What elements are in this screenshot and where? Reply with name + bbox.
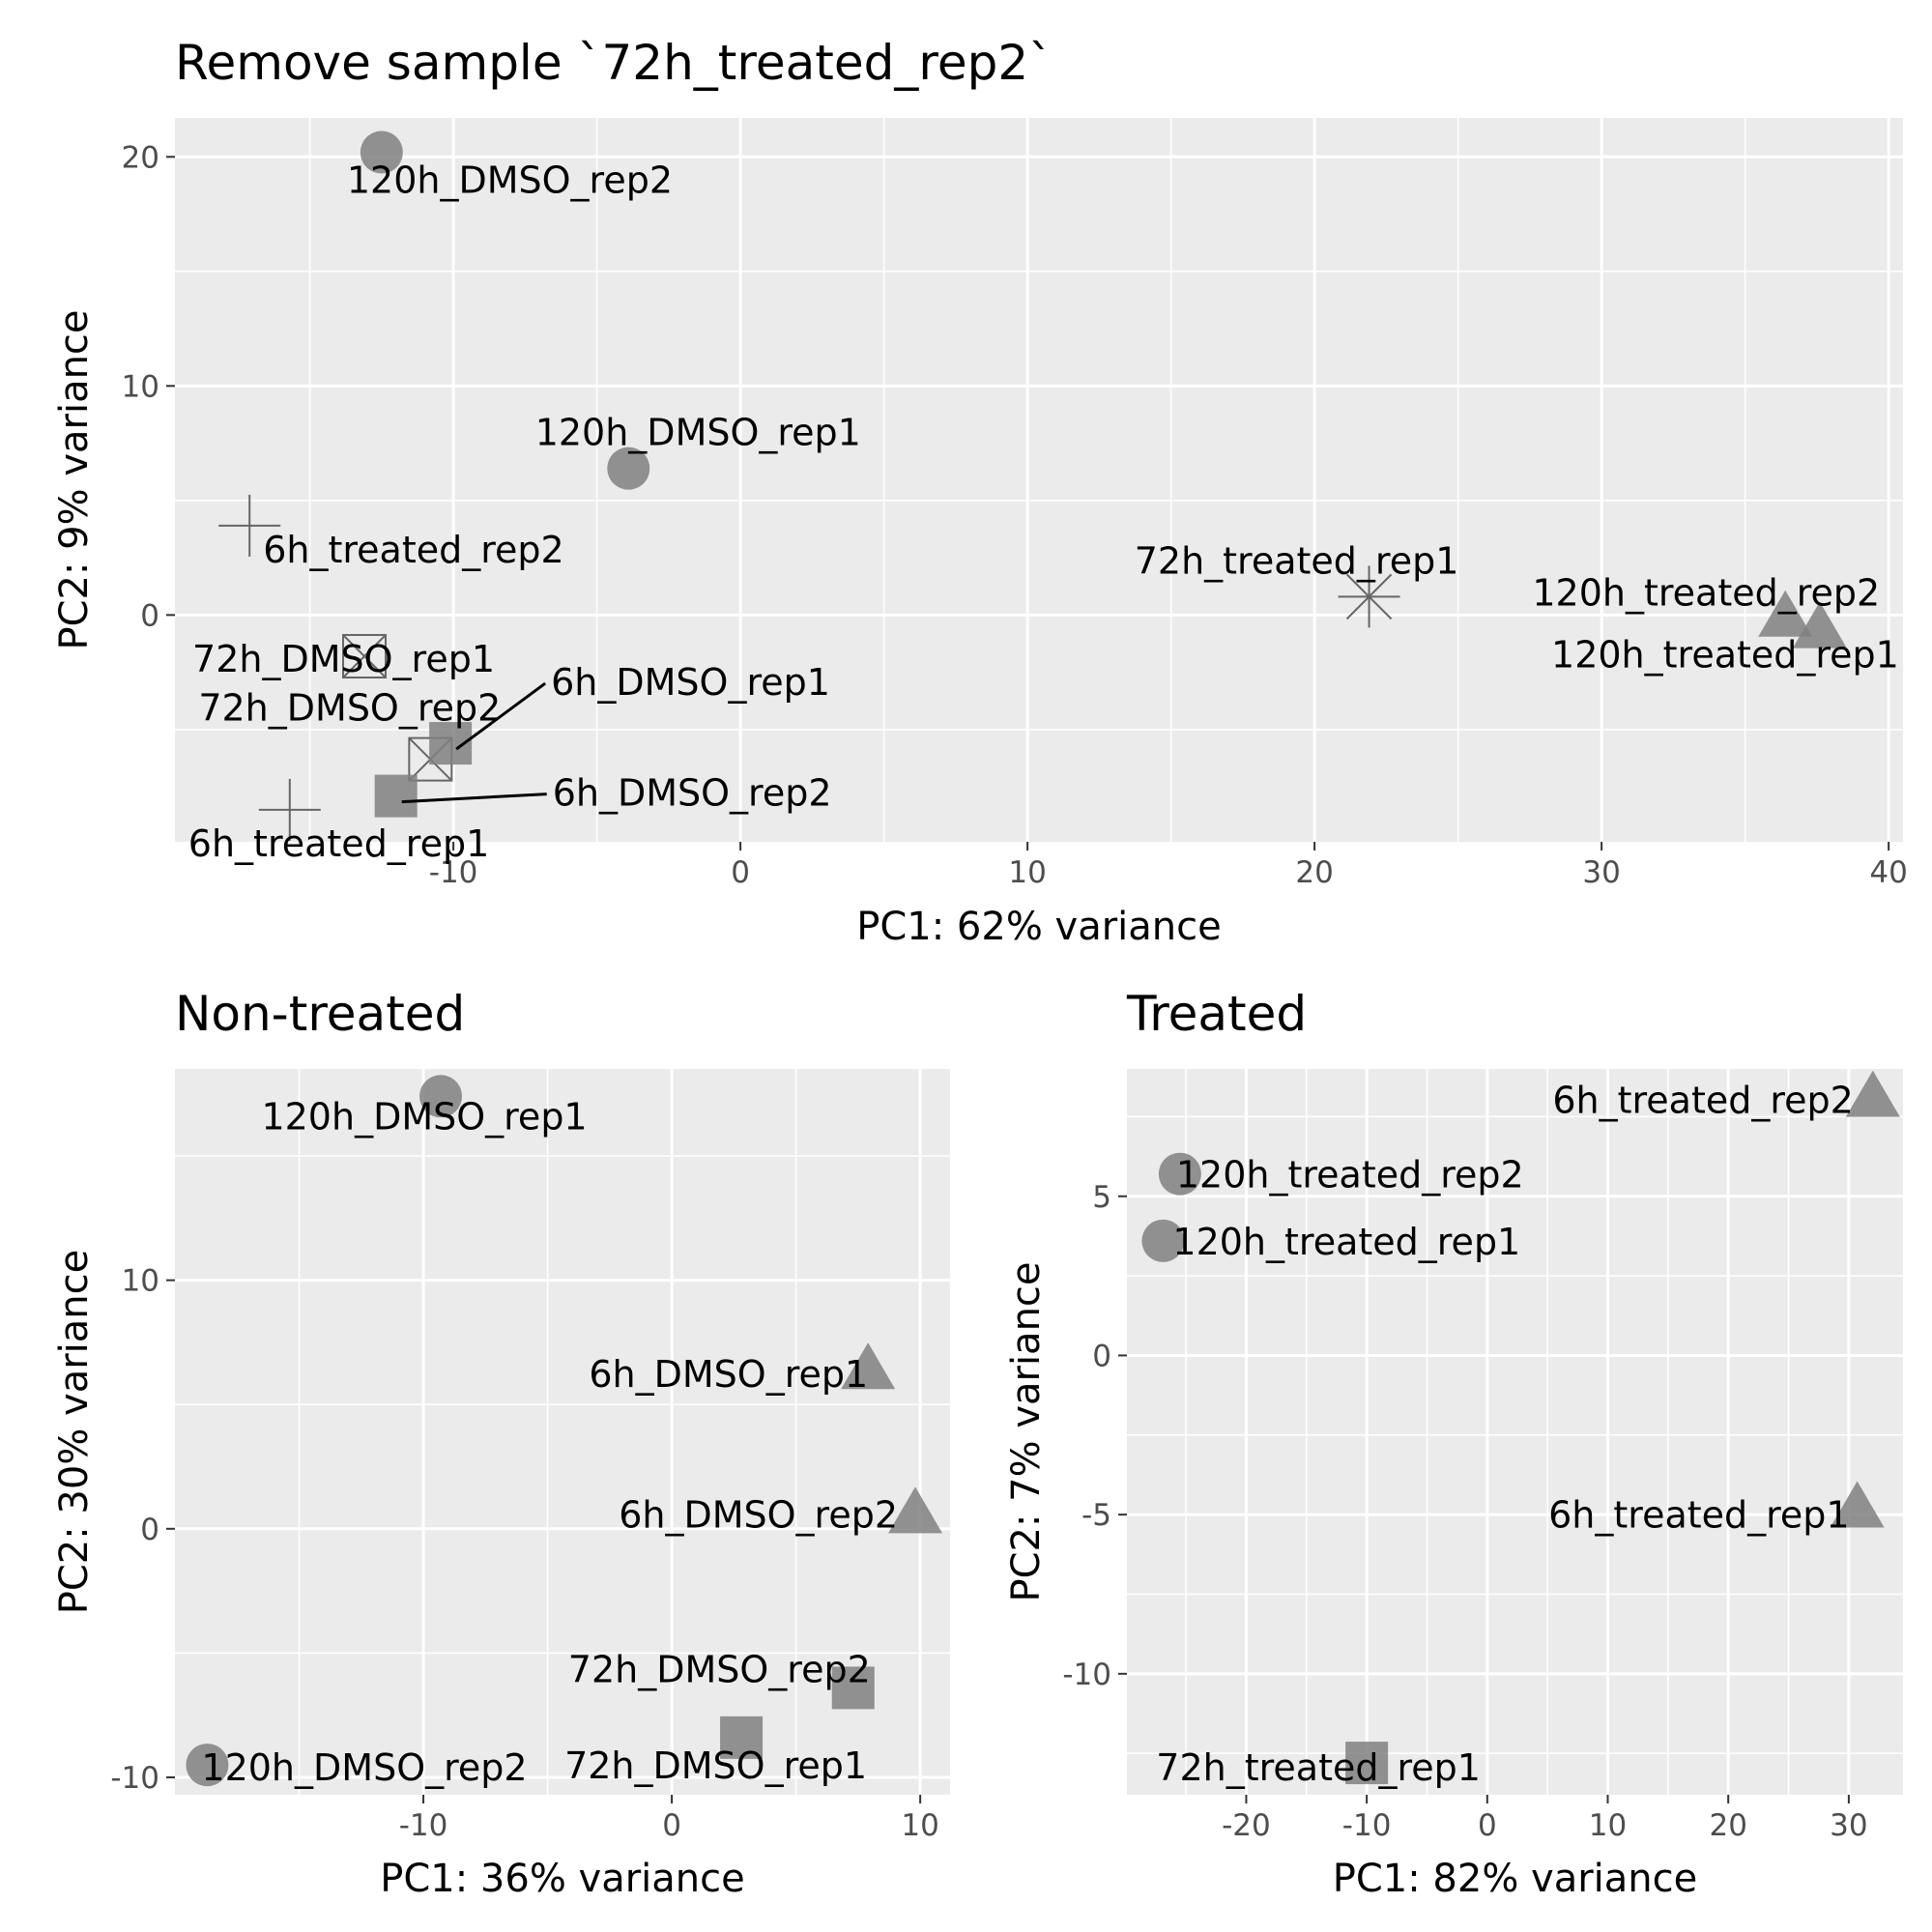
data-point-triangle	[841, 1342, 896, 1390]
point-label: 72h_DMSO_rep1	[192, 638, 495, 680]
y-tick-label: 10	[122, 1264, 159, 1299]
point-label: 120h_DMSO_rep2	[201, 1746, 527, 1789]
point-label: 6h_DMSO_rep2	[619, 1493, 898, 1536]
y-axis-title: PC2: 30% variance	[52, 1250, 97, 1615]
y-tick-label: 10	[122, 369, 159, 404]
plot-area: -10 0 10 20 30 40 0 10 20	[122, 118, 1908, 890]
data-point-triangle	[1830, 1481, 1885, 1528]
y-tick-label: 0	[140, 1513, 159, 1547]
y-tick-label: -10	[110, 1761, 159, 1796]
point-labels: 6h_treated_rep2 120h_treated_rep2 120h_tre…	[1156, 1080, 1854, 1789]
point-label: 6h_treated_rep2	[1552, 1080, 1853, 1122]
point-label: 120h_DMSO_rep2	[347, 159, 673, 202]
point-label: 72h_DMSO_rep2	[198, 687, 501, 730]
x-tick-label: -10	[1342, 1808, 1392, 1843]
point-label: 72h_DMSO_rep2	[568, 1648, 871, 1690]
x-tick-label: -10	[429, 855, 478, 890]
data-point-circle	[1158, 1152, 1201, 1196]
x-tick-label: 10	[1008, 855, 1046, 890]
x-tick-label: -10	[399, 1808, 448, 1843]
y-axis-title: PC2: 7% variance	[1004, 1261, 1049, 1601]
data-point-square	[374, 774, 418, 818]
data-point-triangle	[1845, 1070, 1900, 1117]
x-axis-title: PC1: 62% variance	[856, 905, 1222, 949]
plot-background	[175, 118, 1903, 842]
y-tick-label: 0	[1092, 1339, 1111, 1373]
point-label: 120h_treated_rep2	[1176, 1154, 1524, 1197]
data-point-circle	[186, 1744, 229, 1787]
panel-title: Non-treated	[175, 986, 465, 1042]
data-point-circle	[607, 447, 650, 490]
point-label: 120h_treated_rep1	[1172, 1221, 1520, 1263]
panel-pca-non-treated: -10 0 10 -10 0 10 Non-treated PC1: 36% varian…	[52, 986, 950, 1901]
point-label: 6h_DMSO_rep1	[589, 1353, 868, 1396]
data-point-boxcross	[342, 634, 388, 679]
data-point-square	[1345, 1742, 1389, 1785]
data-point-square	[720, 1716, 764, 1759]
point-labels: 120h_DMSO_rep1 6h_DMSO_rep1 6h_DMSO_rep2 72…	[201, 1095, 898, 1789]
y-tick-label: 20	[122, 140, 159, 175]
point-label: 72h_treated_rep1	[1156, 1746, 1481, 1789]
data-points	[218, 130, 1847, 841]
x-tick-label: 40	[1869, 855, 1907, 890]
x-tick-label: 20	[1709, 1808, 1746, 1843]
x-tick-label: 10	[901, 1808, 938, 1843]
point-label: 72h_DMSO_rep1	[564, 1745, 867, 1787]
panel-pca-treated: -20 -10 0 10 20 30 -10 -5 0 5 Treated PC1: 82% va…	[1004, 986, 1903, 1901]
data-point-triangle	[1758, 590, 1813, 637]
panel-pca-all: -10 0 10 20 30 40 0 10 20 Remove sample `72h_tre…	[52, 35, 1908, 949]
data-point-triangle	[888, 1486, 943, 1534]
x-tick-label: 30	[1582, 855, 1620, 890]
data-point-circle	[360, 130, 403, 174]
point-label: 120h_DMSO_rep1	[535, 412, 861, 454]
x-tick-label: 0	[662, 1808, 681, 1843]
x-tick-label: -20	[1222, 1808, 1271, 1843]
plot-area: -10 0 10 -10 0 10	[110, 1069, 950, 1843]
data-point-asterisk	[1338, 565, 1400, 628]
data-point-circle	[419, 1075, 463, 1118]
x-tick-label: 0	[731, 855, 750, 890]
point-label: 120h_DMSO_rep1	[261, 1095, 587, 1138]
x-tick-label: 20	[1295, 855, 1333, 890]
x-tick-label: 0	[1478, 1808, 1497, 1843]
data-points	[186, 1075, 943, 1787]
point-label: 6h_treated_rep2	[263, 529, 563, 571]
point-label: 6h_DMSO_rep1	[551, 661, 830, 704]
x-tick-label: 10	[1589, 1808, 1627, 1843]
label-leader-line	[401, 793, 547, 804]
data-point-circle	[1141, 1219, 1185, 1262]
data-point-plus	[218, 494, 281, 557]
point-label: 6h_treated_rep1	[188, 822, 489, 865]
point-labels: 120h_DMSO_rep2 120h_DMSO_rep1 6h_treated_r…	[188, 159, 1899, 865]
x-axis-title: PC1: 82% variance	[1333, 1857, 1698, 1901]
x-tick-label: 30	[1830, 1808, 1867, 1843]
x-axis-title: PC1: 36% variance	[380, 1857, 745, 1901]
point-label: 6h_treated_rep1	[1548, 1494, 1849, 1537]
y-axis-title: PC2: 9% variance	[52, 309, 97, 649]
point-label: 72h_treated_rep1	[1135, 539, 1459, 582]
y-tick-label: -10	[1062, 1658, 1111, 1692]
data-points	[1141, 1070, 1900, 1785]
plot-area: -20 -10 0 10 20 30 -10 -5 0 5	[1062, 1069, 1903, 1843]
y-tick-label: 0	[140, 598, 159, 633]
plot-background	[175, 1069, 950, 1795]
data-point-square	[831, 1666, 875, 1710]
y-tick-label: -5	[1081, 1498, 1111, 1533]
point-label: 120h_treated_rep1	[1551, 634, 1899, 677]
point-label: 120h_treated_rep2	[1532, 572, 1880, 615]
data-point-triangle	[1792, 601, 1847, 649]
panel-title: Treated	[1126, 986, 1307, 1042]
point-label: 6h_DMSO_rep2	[553, 772, 832, 815]
label-leader-line	[455, 681, 547, 751]
y-tick-label: 5	[1092, 1180, 1111, 1215]
panel-title: Remove sample `72h_treated_rep2`	[175, 35, 1053, 91]
data-point-plus	[258, 778, 321, 841]
